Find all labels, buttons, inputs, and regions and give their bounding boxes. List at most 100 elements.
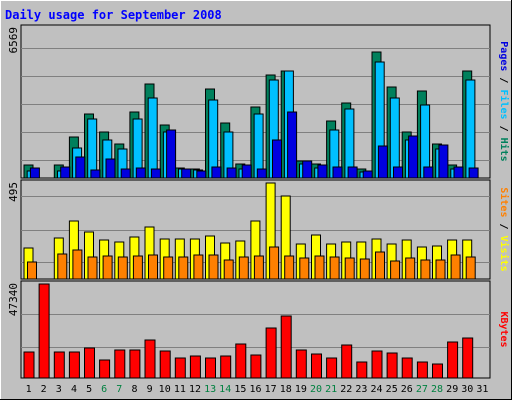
bar-pages-day-4 — [75, 156, 86, 179]
x-tick-label-day-29: 29 — [446, 384, 458, 395]
bar-kbytes-day-11 — [174, 357, 186, 379]
bar-sites-day-14 — [223, 259, 234, 280]
bar-kbytes-day-24 — [371, 350, 383, 379]
bar-sites-day-22 — [344, 257, 355, 280]
x-tick-label-day-20: 20 — [310, 384, 322, 395]
x-tick-label-day-21: 21 — [325, 384, 337, 395]
bar-sites-day-18 — [284, 255, 295, 280]
bar-sites-day-23 — [359, 258, 370, 280]
x-tick-label-day-25: 25 — [386, 384, 398, 395]
bar-pages-day-15 — [241, 164, 252, 179]
bar-sites-day-30 — [465, 256, 476, 280]
panel-kbytes-legend: KBytes — [498, 311, 509, 347]
bar-pages-day-14 — [226, 167, 237, 179]
bar-kbytes-day-1 — [23, 351, 35, 379]
panel-hits-legend: Pages / Files / Hits — [498, 41, 510, 161]
bar-sites-day-9 — [148, 254, 158, 280]
x-tick-label-day-19: 19 — [295, 384, 307, 395]
legend-entry: / — [498, 71, 509, 89]
bar-sites-day-11 — [178, 256, 189, 280]
panel-hits-ymax-label: 6569 — [7, 27, 20, 54]
panel-hits: 6569 Pages / Files / Hits — [7, 24, 510, 179]
bar-pages-day-5 — [90, 169, 101, 179]
bar-kbytes-day-21 — [326, 357, 338, 379]
bar-sites-day-7 — [117, 256, 128, 280]
bar-pages-day-25 — [393, 166, 403, 179]
bar-pages-day-16 — [256, 168, 267, 179]
bar-kbytes-day-30 — [462, 337, 474, 379]
x-tick-label-day-30: 30 — [461, 384, 473, 395]
bar-kbytes-day-22 — [341, 344, 353, 379]
x-tick-label-day-7: 7 — [116, 384, 122, 395]
bar-pages-day-12 — [196, 170, 207, 179]
bar-sites-day-5 — [87, 256, 98, 280]
bar-sites-day-8 — [132, 255, 143, 280]
bar-sites-day-12 — [193, 254, 204, 280]
bar-sites-day-19 — [299, 257, 310, 280]
panel-visits: 495 Sites / Visits — [7, 179, 510, 280]
bar-sites-day-26 — [405, 257, 416, 280]
bar-kbytes-day-16 — [250, 354, 262, 379]
bar-sites-day-27 — [420, 259, 431, 280]
bar-kbytes-day-26 — [401, 357, 413, 379]
bar-sites-day-21 — [329, 256, 340, 280]
legend-entry: Visits — [498, 236, 510, 272]
bar-sites-day-17 — [269, 246, 280, 280]
bar-sites-day-4 — [72, 249, 83, 280]
bar-kbytes-day-2 — [38, 283, 50, 379]
bar-files-day-30 — [465, 79, 476, 179]
x-tick-label-day-1: 1 — [26, 384, 32, 395]
bar-pages-day-3 — [60, 166, 71, 179]
bar-pages-day-29 — [453, 166, 464, 179]
bar-pages-day-22 — [347, 166, 358, 179]
bar-pages-day-19 — [302, 160, 313, 179]
bar-pages-day-8 — [135, 167, 146, 179]
bar-pages-day-23 — [362, 170, 373, 179]
x-tick-label-day-10: 10 — [159, 384, 171, 395]
bar-kbytes-day-25 — [386, 352, 398, 379]
bar-kbytes-day-27 — [416, 361, 428, 379]
bar-pages-day-26 — [408, 135, 419, 179]
x-tick-label-day-5: 5 — [86, 384, 92, 395]
bar-kbytes-day-5 — [84, 347, 95, 379]
bar-kbytes-day-13 — [205, 357, 216, 379]
x-tick-label-day-27: 27 — [416, 384, 428, 395]
bar-pages-day-21 — [332, 166, 343, 179]
bar-pages-day-27 — [423, 166, 434, 179]
x-tick-label-day-17: 17 — [265, 384, 277, 395]
bar-kbytes-day-4 — [68, 351, 80, 379]
bar-kbytes-day-12 — [189, 355, 201, 379]
x-tick-label-day-14: 14 — [219, 384, 231, 395]
bar-files-day-9 — [147, 97, 158, 179]
bar-sites-day-15 — [238, 256, 249, 280]
bar-kbytes-day-17 — [265, 327, 277, 379]
x-tick-label-day-18: 18 — [280, 384, 292, 395]
bar-pages-day-28 — [438, 144, 449, 179]
legend-entry: Hits — [498, 138, 510, 162]
bar-kbytes-day-10 — [159, 350, 171, 379]
legend-entry: Sites — [498, 187, 510, 217]
bar-kbytes-day-3 — [53, 351, 65, 379]
bar-pages-day-9 — [150, 168, 161, 179]
bar-kbytes-day-15 — [235, 343, 247, 379]
bar-kbytes-day-14 — [220, 355, 232, 379]
x-tick-label-day-26: 26 — [401, 384, 413, 395]
legend-entry: KBytes — [498, 311, 509, 347]
x-tick-label-day-6: 6 — [101, 384, 107, 395]
bar-pages-day-18 — [287, 111, 298, 179]
x-axis-tick-labels: 1 2 3 4 5 6 7 8 9 10 11 12 13 14 15 16 17 18 19 20 21 22 23 24 2… — [26, 384, 489, 395]
bar-kbytes-day-28 — [432, 363, 443, 379]
bar-pages-day-10 — [166, 129, 177, 179]
bar-kbytes-day-7 — [114, 349, 126, 379]
bar-pages-day-7 — [120, 168, 131, 179]
x-tick-label-day-28: 28 — [431, 384, 443, 395]
x-tick-label-day-22: 22 — [340, 384, 352, 395]
bar-files-day-5 — [87, 118, 98, 179]
bar-pages-day-1 — [29, 167, 40, 179]
bar-files-day-25 — [389, 97, 400, 179]
x-tick-label-day-3: 3 — [56, 384, 62, 395]
x-tick-label-day-12: 12 — [189, 384, 201, 395]
bar-sites-day-16 — [253, 255, 264, 280]
x-tick-label-day-15: 15 — [234, 384, 246, 395]
